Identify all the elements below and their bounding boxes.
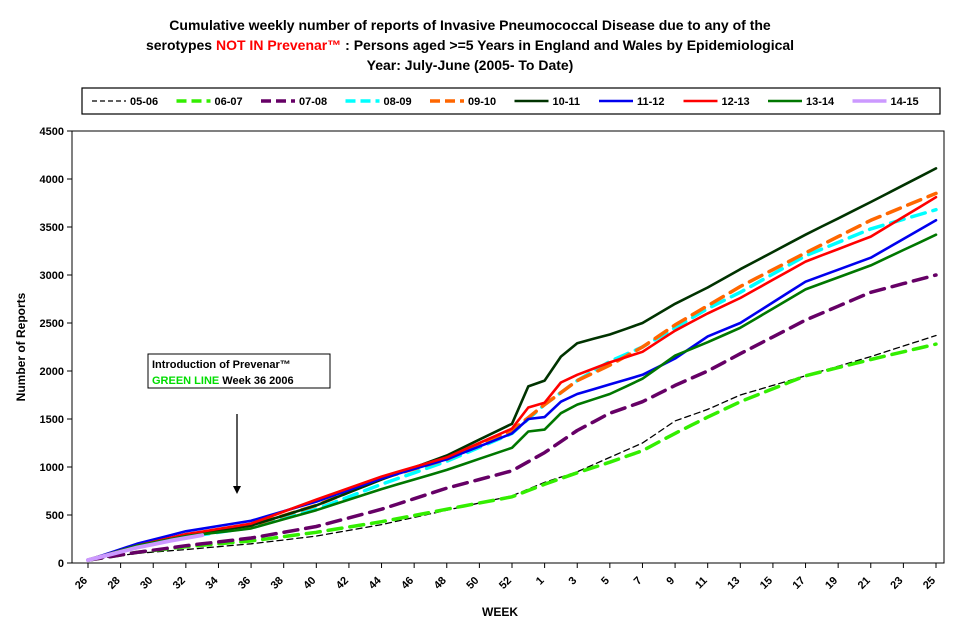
annotation-line-1: Introduction of Prevenar™ <box>152 359 291 371</box>
x-tick-label: 46 <box>399 575 416 592</box>
legend: 05-06 06-07 07-08 08-09 09-10 10-11 11-12 12-13… <box>81 87 941 115</box>
y-tick-label: 1000 <box>40 462 64 474</box>
series-line-14-15 <box>86 533 205 563</box>
series-line-07-08 <box>86 273 938 562</box>
x-tick-label: 23 <box>888 575 905 592</box>
y-tick-label: 4500 <box>40 126 64 138</box>
x-axis-label: WEEK <box>482 605 518 619</box>
x-tick-label: 44 <box>367 574 385 592</box>
legend-label-08-09: 08-09 <box>384 96 412 108</box>
x-tick-label: 34 <box>203 574 221 592</box>
x-tick-label: 28 <box>106 575 123 592</box>
title-line-2-highlight: NOT IN Prevenar™ <box>216 37 341 53</box>
series-group <box>86 167 938 563</box>
x-tick-label: 52 <box>497 575 514 592</box>
series-line-06-07 <box>86 342 938 562</box>
series-line-10-11 <box>86 167 938 562</box>
legend-label-07-08: 07-08 <box>299 96 327 108</box>
legend-label-12-13: 12-13 <box>722 96 750 108</box>
x-tick-label: 3 <box>567 575 580 588</box>
x-tick-label: 50 <box>464 575 481 592</box>
y-tick-label: 3000 <box>40 270 64 282</box>
title-line-3: Year: July-June (2005- To Date) <box>367 57 574 73</box>
y-axis-label: Number of Reports <box>14 292 28 401</box>
x-tick-label: 26 <box>73 575 90 592</box>
x-tick-label: 17 <box>791 575 808 592</box>
legend-label-09-10: 09-10 <box>468 96 496 108</box>
annotation-line-2: GREEN LINE Week 36 2006 <box>152 375 294 387</box>
x-tick-label: 21 <box>856 575 873 592</box>
plot-area <box>71 130 945 564</box>
x-tick-label: 40 <box>301 575 318 592</box>
series-line-12-13 <box>86 195 938 562</box>
annotation-box <box>147 353 331 389</box>
x-tick-label: 9 <box>664 575 677 588</box>
title-line-2-prefix: serotypes <box>146 37 216 53</box>
y-tick-label: 4000 <box>40 174 64 186</box>
x-tick-label: 1 <box>534 575 547 588</box>
y-axis-ticks: 0 500 1000 1500 2000 2500 3000 3500 4000 4500 <box>40 126 72 570</box>
x-tick-label: 48 <box>432 575 449 592</box>
x-tick-label: 25 <box>921 575 938 592</box>
x-tick-label: 36 <box>236 575 253 592</box>
x-tick-label: 15 <box>758 575 775 592</box>
x-tick-label: 32 <box>171 575 188 592</box>
y-tick-label: 0 <box>58 558 64 570</box>
y-tick-label: 1500 <box>40 414 64 426</box>
prevenar-annotation: Introduction of Prevenar™ GREEN LINE Wee… <box>147 353 331 494</box>
y-tick-label: 2000 <box>40 366 64 378</box>
series-line-11-12 <box>86 219 938 562</box>
chart-title: Cumulative weekly number of reports of I… <box>146 17 794 73</box>
legend-label-13-14: 13-14 <box>806 96 835 108</box>
x-tick-label: 19 <box>823 575 840 592</box>
x-tick-label: 42 <box>334 575 351 592</box>
y-tick-label: 2500 <box>40 318 64 330</box>
annotation-week: Week 36 2006 <box>219 375 293 387</box>
axes <box>71 130 945 564</box>
y-tick-label: 3500 <box>40 222 64 234</box>
x-tick-label: 30 <box>138 575 155 592</box>
annotation-arrow-head <box>233 486 241 494</box>
title-line-2: serotypes NOT IN Prevenar™ : Persons age… <box>146 37 794 53</box>
x-tick-label: 38 <box>269 575 286 592</box>
legend-label-11-12: 11-12 <box>637 96 665 108</box>
x-tick-label: 13 <box>725 575 742 592</box>
legend-label-06-07: 06-07 <box>215 96 243 108</box>
legend-label-14-15: 14-15 <box>891 96 919 108</box>
title-line-1: Cumulative weekly number of reports of I… <box>169 17 771 33</box>
series-line-13-14 <box>86 233 938 562</box>
x-tick-label: 11 <box>693 575 710 592</box>
title-line-2-suffix: : Persons aged >=5 Years in England and … <box>341 37 794 53</box>
legend-label-05-06: 05-06 <box>130 96 158 108</box>
x-tick-label: 5 <box>599 575 612 588</box>
x-axis-ticks: 26 28 30 32 34 36 38 40 42 44 46 48 50 52 1 3 5 7 9 11 13 15 1… <box>73 563 938 592</box>
annotation-green-line: GREEN LINE <box>152 375 219 387</box>
x-tick-label: 7 <box>632 575 645 588</box>
y-tick-label: 500 <box>46 510 64 522</box>
legend-label-10-11: 10-11 <box>553 96 581 108</box>
